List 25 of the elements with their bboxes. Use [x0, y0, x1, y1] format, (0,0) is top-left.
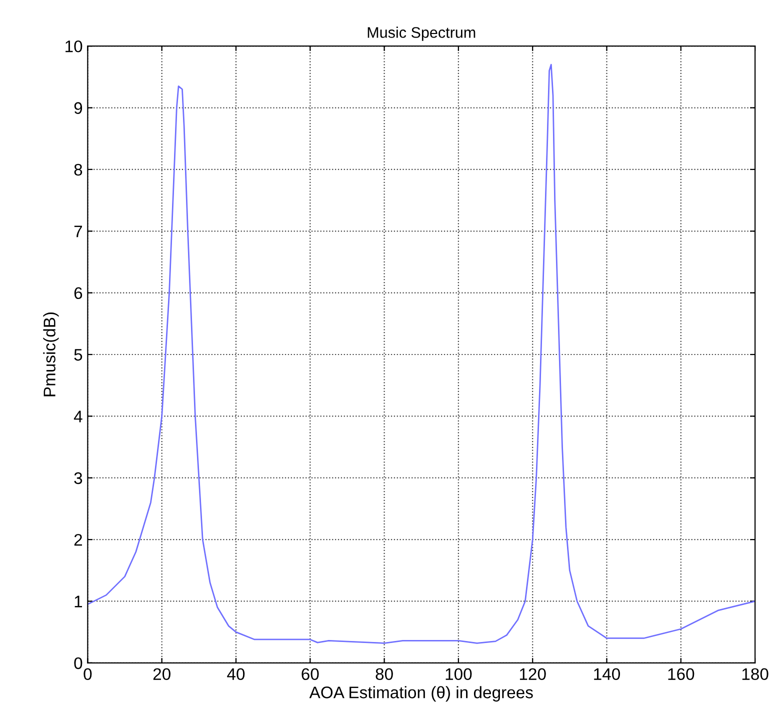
y-tick-label: 2: [74, 534, 82, 546]
x-tick-label: 100: [446, 668, 472, 680]
x-tick-label: 40: [227, 668, 245, 680]
y-tick-label: 6: [74, 287, 82, 300]
y-tick-label: 3: [74, 472, 82, 484]
x-axis-title: AOA Estimation (θ) in degrees: [309, 686, 533, 702]
line-series: [88, 64, 756, 644]
x-tick-label: 60: [302, 668, 319, 680]
y-tick-label: 10: [66, 40, 82, 52]
y-tick-label: 0: [74, 657, 82, 670]
x-tick-label: 80: [376, 668, 393, 680]
y-tick-label: 1: [74, 596, 82, 608]
x-tick-label: 180: [742, 668, 768, 680]
y-tick-label: 7: [74, 226, 82, 238]
x-tick-label: 20: [153, 668, 170, 680]
y-tick-label: 8: [74, 164, 82, 176]
y-axis-title: Pmusic(dB): [43, 312, 59, 396]
y-tick-label: 4: [74, 410, 82, 422]
x-tick-label: 120: [520, 668, 546, 680]
x-tick-label: 140: [594, 668, 620, 680]
x-tick-label: 160: [668, 668, 694, 680]
chart-title: Music Spectrum: [368, 26, 476, 41]
y-tick-label: 5: [74, 349, 82, 361]
x-tick-label: 0: [84, 668, 92, 680]
y-tick-label: 9: [74, 102, 82, 114]
